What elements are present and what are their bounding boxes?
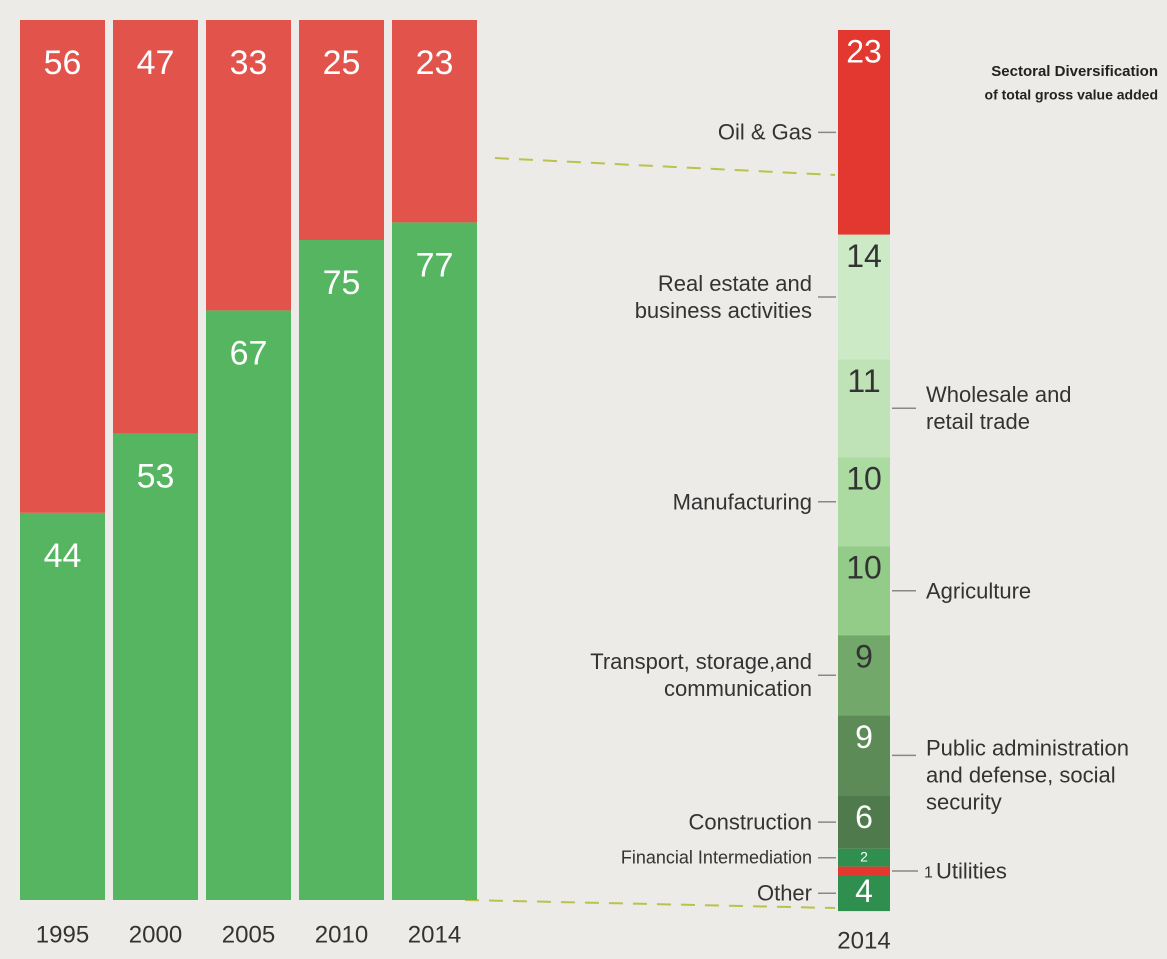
value-label: 14 [846, 238, 882, 274]
series-label: Real estate and business activities [634, 271, 812, 323]
value-label: 75 [323, 264, 361, 302]
value-label: 10 [846, 461, 882, 497]
bar-segment [392, 20, 477, 223]
series-label: Other [756, 880, 812, 906]
bar-segment [838, 359, 890, 458]
series-label: Manufacturing [672, 489, 812, 515]
value-label: 25 [323, 44, 361, 82]
bar-segment [113, 20, 198, 434]
series-label: Wholesale and retail trade [926, 382, 1072, 435]
bar-segment [838, 795, 890, 849]
connector [464, 899, 836, 909]
x-tick-label: 2014 [837, 927, 890, 954]
bar-segment [299, 20, 384, 240]
x-tick-label: 2005 [222, 921, 275, 948]
series-label: Oil & Gas [717, 119, 812, 145]
bar-segment [838, 875, 890, 912]
bar-segment [838, 457, 890, 547]
connector [494, 157, 836, 176]
value-label: 77 [416, 246, 454, 284]
value-label: 23 [846, 33, 882, 69]
bar-segment [838, 30, 890, 235]
bar-segment [113, 433, 198, 900]
x-tick-label: 2010 [315, 921, 368, 948]
value-label: 23 [416, 44, 454, 82]
series-label: Agriculture [926, 578, 1032, 604]
x-tick-label: 2000 [129, 921, 182, 948]
series-label: Public administration and defense, socia… [926, 735, 1129, 815]
bar-segment [299, 240, 384, 900]
bar-segment [20, 512, 105, 900]
chart-subtitle: of total gross value added [985, 87, 1158, 103]
value-label: 6 [855, 799, 873, 835]
value-label: 67 [230, 334, 268, 372]
bar-segment [838, 848, 890, 867]
chart-title: Sectoral Diversification [991, 63, 1158, 80]
value-label: 47 [137, 44, 175, 82]
value-label: 9 [855, 639, 873, 675]
bar-segment [206, 20, 291, 311]
value-label: 33 [230, 44, 268, 82]
bar-segment [838, 715, 890, 796]
series-label: Transport, storage,and communication [590, 649, 812, 702]
bar-segment [20, 20, 105, 513]
series-label: Financial Intermediation [620, 847, 812, 868]
bar-segment [206, 310, 291, 900]
bar-segment [838, 635, 890, 716]
value-label: 9 [855, 719, 873, 755]
value-label: 2 [860, 848, 868, 864]
series-label: Utilities [936, 858, 1007, 884]
x-tick-label: 2014 [408, 921, 461, 948]
bar-segment [838, 234, 890, 360]
value-label: 4 [855, 873, 873, 909]
bar-segment [392, 222, 477, 900]
x-tick-label: 1995 [36, 921, 89, 948]
value-label: 11 [847, 363, 880, 399]
bar-segment [838, 546, 890, 636]
series-label: Construction [688, 809, 812, 835]
bar-segment [838, 866, 890, 876]
value-label: 53 [137, 458, 175, 496]
value-label: 1 [924, 864, 933, 881]
value-label: 10 [846, 550, 882, 586]
value-label: 56 [44, 44, 82, 82]
value-label: 44 [44, 537, 82, 575]
